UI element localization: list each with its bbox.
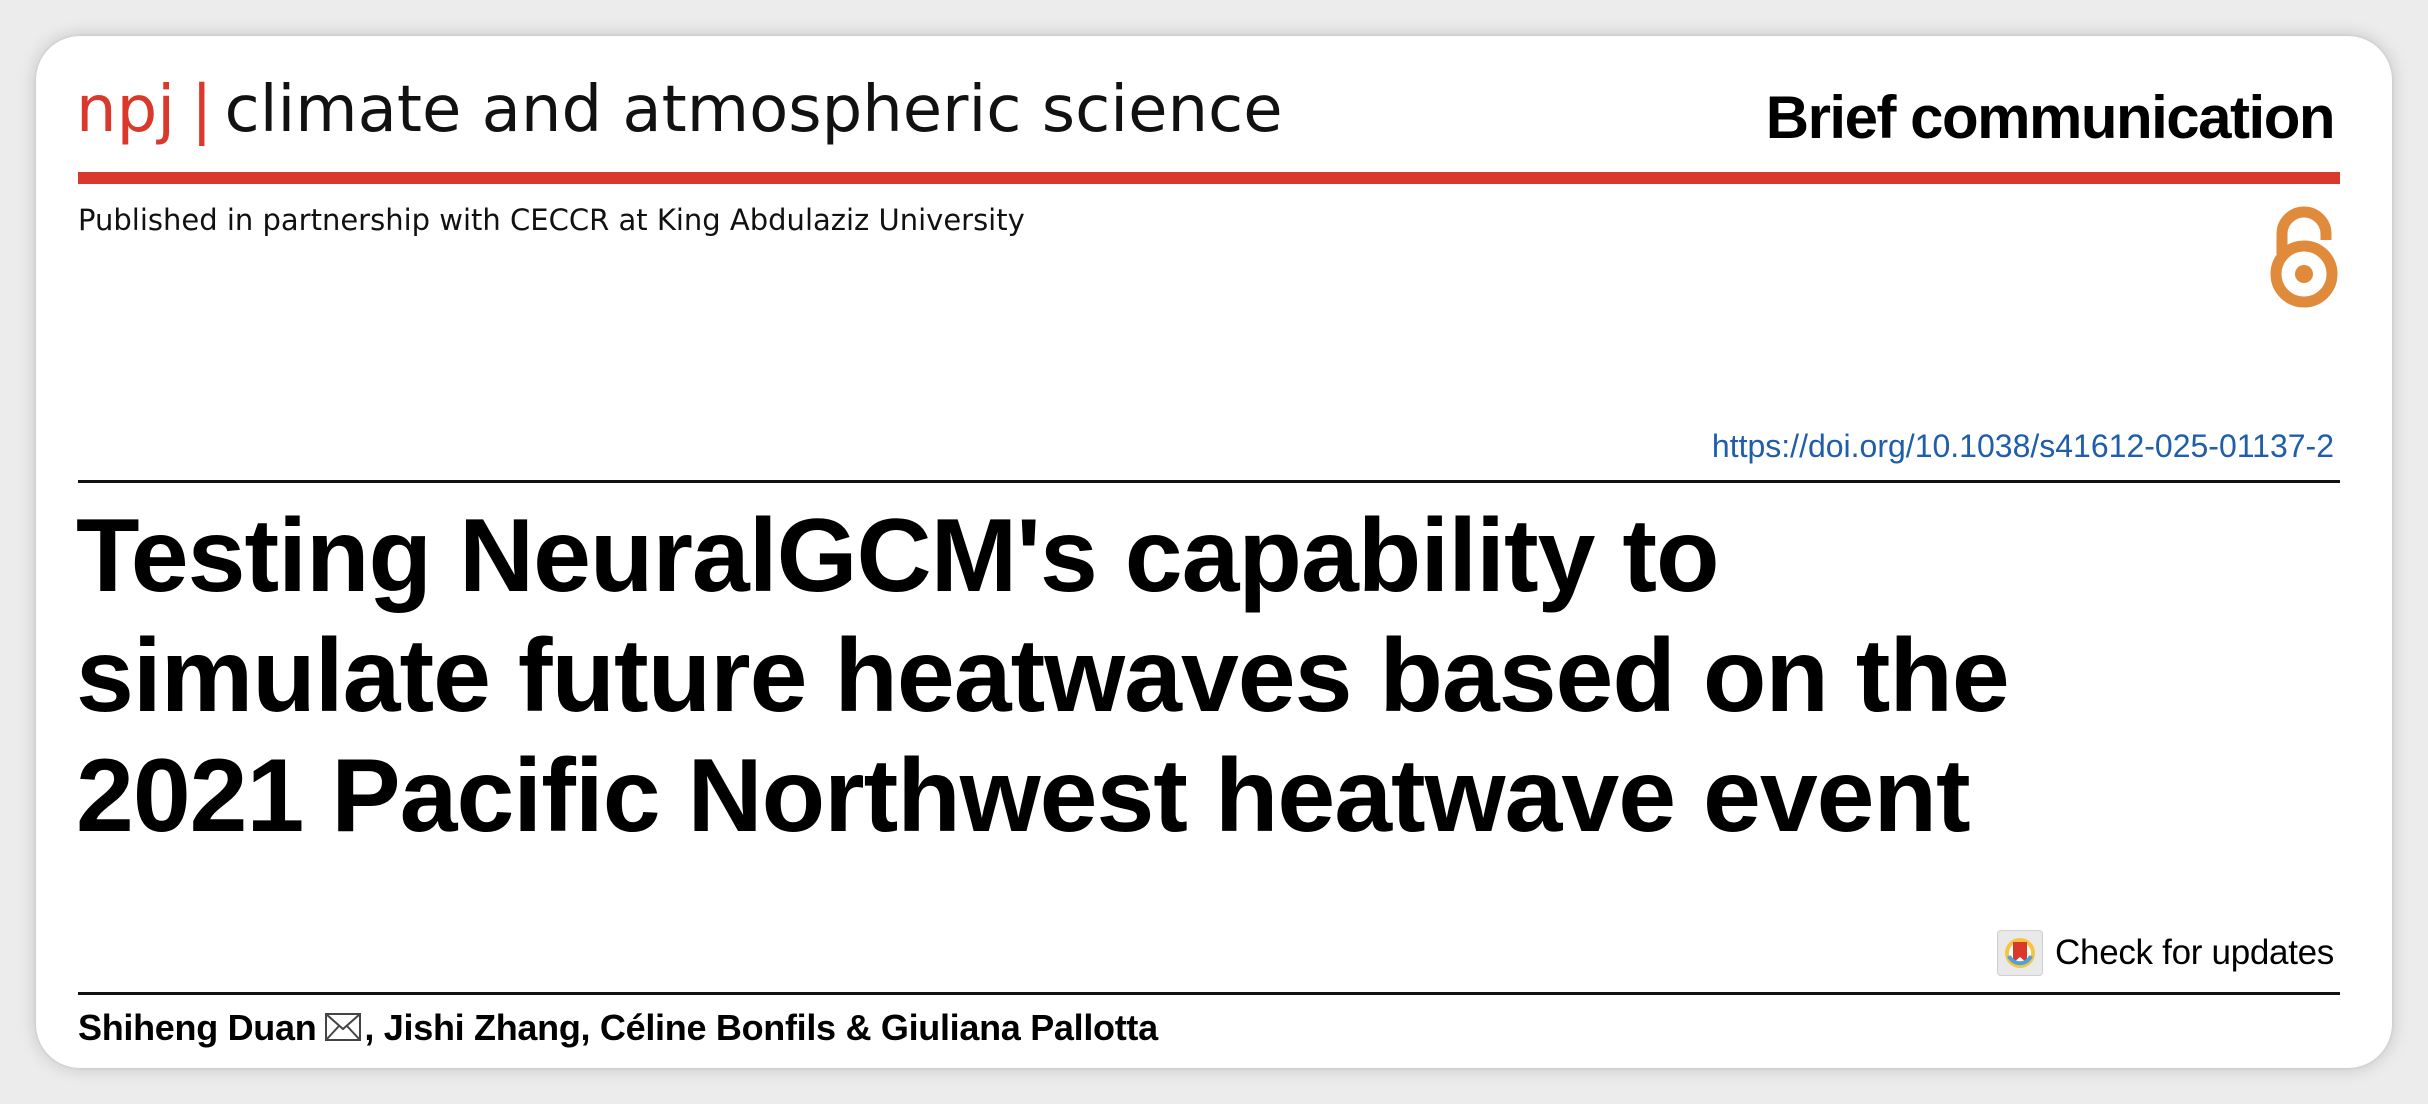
author-corresponding[interactable]: Shiheng Duan — [78, 1007, 317, 1048]
open-access-lock-icon — [2270, 206, 2338, 308]
check-for-updates-label: Check for updates — [2055, 933, 2334, 972]
journal-brand: npj — [76, 73, 175, 147]
article-type: Brief communication — [1765, 84, 2336, 151]
partnership-note: Published in partnership with CECCR at K… — [78, 203, 1025, 237]
crossmark-icon — [1997, 930, 2044, 976]
article-header-card — [36, 36, 2392, 1068]
title-line: Testing NeuralGCM's capability to — [76, 498, 1720, 614]
masthead-rule — [78, 172, 2340, 184]
check-for-updates-button[interactable]: Check for updates — [1997, 928, 2334, 978]
envelope-icon[interactable] — [324, 1012, 362, 1042]
author-list: Shiheng Duan , Jishi Zhang, Céline Bonfi… — [78, 1006, 1158, 1050]
authors-top-rule — [78, 992, 2340, 995]
journal-name: climate and atmospheric science — [224, 73, 1283, 147]
article-title: Testing NeuralGCM's capability to simula… — [76, 496, 2346, 856]
journal-separator: | — [190, 73, 213, 147]
title-top-rule — [78, 480, 2340, 483]
author-others: , Jishi Zhang, Céline Bonfils & Giuliana… — [364, 1007, 1158, 1048]
title-line: 2021 Pacific Northwest heatwave event — [76, 738, 1971, 854]
doi-link[interactable]: https://doi.org/10.1038/s41612-025-01137… — [1711, 428, 2334, 464]
title-line: simulate future heatwaves based on the — [76, 618, 2010, 734]
journal-masthead: npj | climate and atmospheric science — [76, 78, 1283, 142]
